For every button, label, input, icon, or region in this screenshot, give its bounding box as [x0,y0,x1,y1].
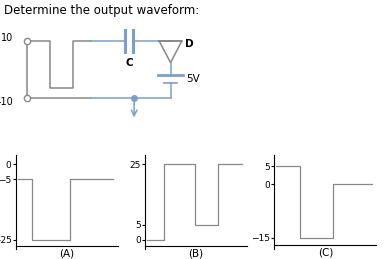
X-axis label: (C): (C) [318,248,333,258]
Text: D: D [185,39,194,49]
Text: Determine the output waveform:: Determine the output waveform: [4,4,199,17]
Text: C: C [125,58,133,68]
Text: 10: 10 [1,33,13,43]
Text: 5V: 5V [187,74,200,84]
X-axis label: (A): (A) [59,248,74,258]
Text: -10: -10 [0,97,13,106]
X-axis label: (B): (B) [189,248,203,258]
